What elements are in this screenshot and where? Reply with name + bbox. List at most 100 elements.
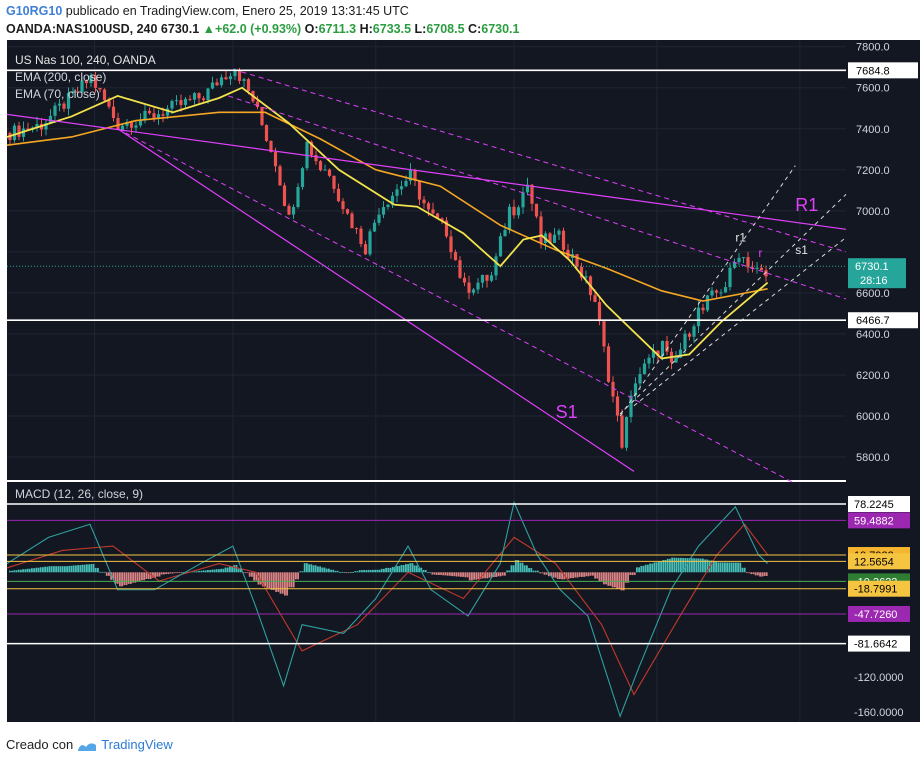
histogram-bar [534, 570, 537, 573]
histogram-bar [372, 569, 374, 573]
histogram-bar [565, 572, 568, 579]
candle-body [156, 114, 161, 118]
macd-level-badge [848, 605, 910, 622]
histogram-bar [202, 570, 205, 573]
histogram-bar [537, 570, 539, 573]
y-tick-label: 7000.0 [856, 206, 890, 218]
candle-body [345, 209, 350, 214]
histogram-bar [97, 567, 99, 573]
candle-body [525, 184, 530, 193]
open-value: 6711.3 [318, 22, 357, 36]
candle-body [579, 266, 584, 278]
macd-signal-line [6, 523, 769, 696]
histogram-bar [567, 572, 570, 579]
histogram-bar [761, 572, 764, 577]
histogram-bar [266, 572, 269, 589]
histogram-bar [521, 562, 524, 573]
histogram-bar [110, 572, 112, 580]
histogram-bar [53, 566, 55, 573]
histogram-bar [638, 567, 640, 573]
histogram-bar [178, 572, 181, 574]
candle-body [84, 80, 89, 84]
histogram-bar [697, 558, 700, 573]
histogram-bar [763, 572, 766, 576]
histogram-bar [691, 558, 693, 573]
histogram-bar [297, 572, 299, 580]
candle-body [107, 100, 111, 107]
histogram-bar [479, 572, 482, 580]
histogram-bar [83, 564, 86, 573]
candle-body [404, 180, 408, 187]
histogram-bar [147, 572, 150, 580]
author-symbol[interactable]: G10RG10 [6, 4, 63, 18]
candle-body [710, 290, 714, 296]
candle-body [179, 100, 183, 105]
candle-body [390, 195, 395, 205]
candle-body [489, 275, 494, 281]
candle-body [116, 117, 120, 130]
candle-body [557, 230, 561, 235]
histogram-bar [196, 571, 198, 573]
candle-body [606, 346, 611, 382]
candle-body [723, 287, 728, 293]
histogram-bar [323, 567, 326, 573]
histogram-bar [169, 572, 172, 574]
histogram-bar [149, 572, 152, 580]
candle-body [575, 254, 579, 267]
histogram-bar [660, 561, 662, 573]
candle-body [309, 141, 314, 156]
histogram-bar [396, 565, 398, 573]
candle-body [125, 121, 129, 126]
histogram-bar [376, 569, 379, 573]
y-tick-label: 7200.0 [856, 165, 890, 177]
histogram-bar [728, 562, 731, 573]
candle-body [647, 357, 651, 364]
histogram-bar [559, 572, 561, 580]
candle-body [287, 205, 291, 215]
macd-title: MACD (12, 26, close, 9) [15, 487, 143, 501]
histogram-bar [215, 569, 218, 573]
candle-body [21, 128, 26, 137]
histogram-bar [576, 572, 579, 578]
candle-body [453, 252, 458, 261]
histogram-bar [64, 566, 66, 573]
histogram-bar [279, 572, 282, 594]
histogram-bar [600, 572, 603, 582]
histogram-bar [706, 559, 709, 573]
chart-area[interactable]: SepOctNovDic2019Feb7684.86466.76730.128:… [0, 40, 920, 730]
histogram-bar [433, 572, 436, 575]
histogram-bar [440, 572, 442, 575]
candle-body [215, 82, 219, 86]
tradingview-link[interactable]: TradingView [101, 737, 173, 752]
histogram-bar [475, 572, 478, 580]
candle-body [71, 91, 75, 93]
open-label: O: [304, 22, 319, 36]
histogram-bar [70, 565, 73, 573]
rising-channel-upper [619, 165, 796, 417]
histogram-bar [176, 572, 178, 574]
candle-body [197, 93, 201, 99]
histogram-bar [427, 572, 429, 574]
candle-body [255, 101, 260, 107]
histogram-bar [556, 572, 559, 580]
footer-text: Creado con [6, 737, 74, 752]
candle-body [624, 417, 629, 448]
candle-body [620, 415, 624, 448]
histogram-bar [693, 558, 695, 573]
histogram-bar [578, 572, 581, 577]
histogram-bar [721, 562, 724, 573]
histogram-bar [603, 572, 605, 585]
candle-body [431, 209, 435, 214]
ema-70-line [6, 86, 769, 360]
candle-body [318, 161, 323, 171]
histogram-bar [35, 567, 38, 573]
histogram-bar [374, 569, 376, 573]
histogram-bar [512, 565, 515, 573]
histogram-bar [275, 572, 277, 592]
histogram-bar [317, 566, 319, 573]
histogram-bar [156, 572, 159, 577]
histogram-bar [277, 572, 280, 592]
candle-body [192, 93, 197, 100]
histogram-bar [26, 568, 29, 573]
histogram-bar [167, 572, 170, 574]
